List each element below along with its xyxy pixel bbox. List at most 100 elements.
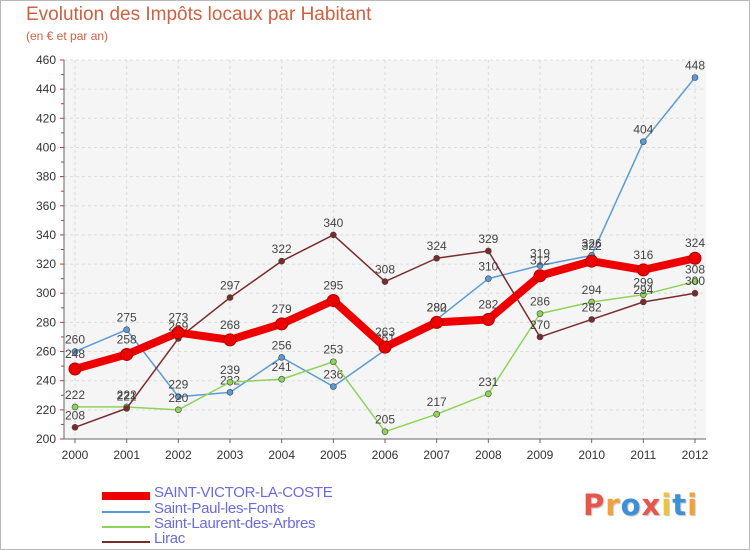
data-point	[536, 310, 544, 317]
x-tick-label: 2003	[217, 448, 244, 462]
data-point	[585, 254, 599, 268]
data-point	[175, 406, 182, 414]
data-label: 260	[65, 333, 85, 347]
data-point	[278, 375, 285, 383]
data-label: 294	[582, 283, 602, 297]
x-tick-label: 2012	[682, 448, 709, 462]
data-label: 319	[530, 247, 550, 261]
x-tick-label: 2001	[113, 448, 140, 462]
legend-label-lirac: Lirac	[154, 530, 186, 547]
data-label: 221	[117, 389, 137, 403]
data-label: 222	[65, 388, 85, 402]
y-tick-label: 280	[36, 315, 56, 329]
data-label: 229	[168, 378, 188, 392]
data-label: 448	[685, 58, 705, 72]
logo-letter: t	[672, 488, 688, 522]
data-label: 256	[272, 338, 292, 352]
data-point	[278, 257, 285, 265]
x-tick-label: 2011	[630, 448, 656, 462]
data-label: 217	[427, 395, 447, 409]
y-tick-label: 460	[36, 53, 56, 67]
data-point	[175, 393, 182, 401]
data-label: 324	[427, 239, 447, 253]
data-point	[123, 405, 130, 412]
legend-swatch-saint-paul	[102, 511, 150, 513]
logo-letter: r	[605, 488, 621, 522]
data-label: 326	[582, 236, 602, 250]
data-label: 208	[65, 408, 85, 422]
x-tick-label: 2009	[527, 448, 554, 462]
data-label: 282	[582, 300, 602, 314]
data-point	[71, 348, 79, 355]
data-point	[588, 316, 595, 323]
legend-swatch-lirac	[102, 541, 150, 543]
data-label: 280	[427, 300, 447, 314]
y-tick-label: 380	[36, 170, 56, 184]
data-point	[381, 428, 389, 436]
logo-letter: x	[641, 488, 662, 522]
data-point	[71, 424, 79, 431]
y-tick-label: 260	[36, 345, 56, 359]
data-label: 294	[633, 283, 653, 297]
data-point	[640, 298, 647, 306]
data-label: 282	[427, 300, 447, 314]
data-label: 239	[220, 363, 240, 377]
data-label: 268	[220, 318, 240, 332]
data-point	[533, 269, 547, 283]
data-point	[378, 340, 392, 354]
x-tick-label: 2005	[320, 448, 347, 462]
y-tick-label: 200	[36, 432, 56, 446]
data-label: 270	[530, 318, 550, 332]
data-point	[330, 231, 337, 239]
data-label: 241	[272, 360, 292, 374]
data-label: 297	[220, 279, 240, 293]
logo-letter: i	[687, 488, 699, 522]
data-point	[171, 326, 185, 340]
legend-label-saint-laurent: Saint-Laurent-des-Arbres	[154, 515, 316, 532]
data-point	[71, 403, 79, 411]
data-label: 205	[375, 413, 395, 427]
data-label: 295	[323, 279, 343, 293]
data-label: 273	[168, 311, 188, 325]
logo-letter: o	[620, 488, 642, 522]
data-point	[688, 251, 702, 265]
x-tick-label: 2000	[62, 448, 89, 462]
plot-area	[64, 60, 706, 439]
data-label: 299	[633, 276, 653, 290]
y-tick-label: 320	[36, 257, 56, 271]
data-label: 222	[117, 388, 137, 402]
data-point	[485, 390, 492, 398]
data-label: 253	[323, 343, 343, 357]
logo-letter: P	[583, 488, 606, 522]
legend-label-saint-victor: SAINT-VICTOR-LA-COSTE	[154, 484, 333, 501]
y-tick-label: 240	[36, 374, 56, 388]
data-label: 404	[633, 123, 653, 137]
y-tick-label: 220	[36, 403, 56, 417]
data-point	[226, 294, 234, 301]
y-tick-label: 360	[36, 199, 56, 213]
data-label: 282	[478, 297, 498, 311]
data-point	[481, 312, 495, 326]
data-label: 324	[685, 236, 705, 250]
data-point	[485, 247, 492, 255]
y-tick-label: 400	[36, 140, 56, 154]
data-point	[275, 317, 289, 331]
data-label: 220	[168, 391, 188, 405]
x-tick-label: 2008	[475, 448, 502, 462]
data-label: 312	[530, 254, 550, 268]
data-label: 340	[323, 216, 343, 230]
y-tick-label: 420	[36, 111, 56, 125]
data-point	[226, 389, 234, 396]
data-label: 279	[272, 302, 292, 316]
x-tick-label: 2010	[578, 448, 605, 462]
data-point	[485, 275, 492, 282]
data-point	[330, 358, 337, 366]
data-point	[226, 378, 234, 386]
data-label: 322	[582, 239, 602, 253]
data-point	[536, 333, 544, 341]
x-tick-label: 2007	[423, 448, 450, 462]
x-tick-label: 2006	[372, 448, 399, 462]
data-point	[330, 383, 337, 390]
data-point	[691, 74, 699, 81]
data-label: 236	[323, 368, 343, 382]
